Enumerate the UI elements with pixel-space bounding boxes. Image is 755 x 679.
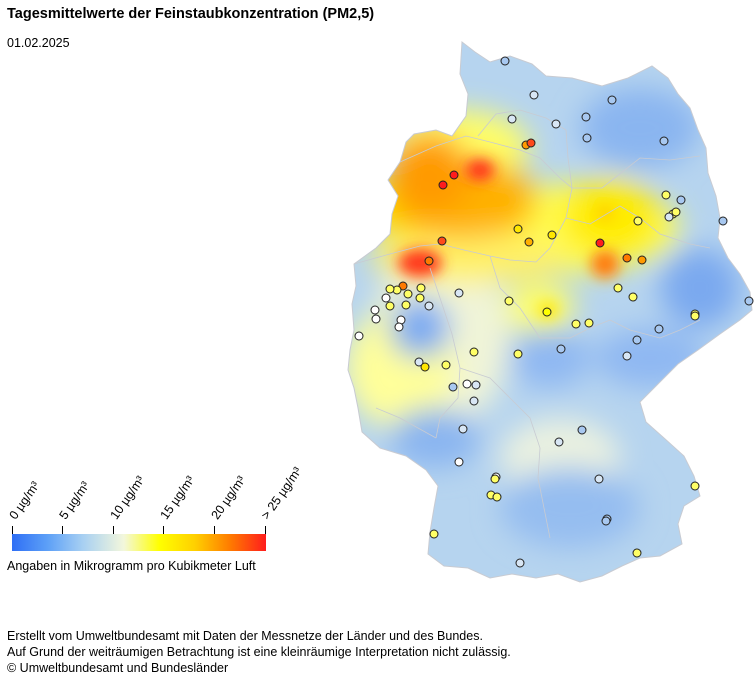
station-marker[interactable]	[632, 548, 642, 558]
station-marker[interactable]	[628, 292, 638, 302]
station-marker[interactable]	[438, 180, 448, 190]
germany-pm25-map	[347, 41, 754, 583]
station-marker[interactable]	[542, 307, 552, 317]
station-marker[interactable]	[370, 305, 380, 315]
station-marker[interactable]	[507, 114, 517, 124]
station-marker[interactable]	[429, 529, 439, 539]
station-marker[interactable]	[448, 382, 458, 392]
station-marker[interactable]	[584, 318, 594, 328]
measurement-stations	[354, 56, 754, 568]
station-marker[interactable]	[664, 212, 674, 222]
station-marker[interactable]	[403, 289, 413, 299]
station-marker[interactable]	[441, 360, 451, 370]
station-marker[interactable]	[469, 396, 479, 406]
station-marker[interactable]	[437, 236, 447, 246]
station-marker[interactable]	[571, 319, 581, 329]
station-marker[interactable]	[659, 136, 669, 146]
legend-tick-mark	[62, 526, 63, 535]
legend-tick-label: 5 µg/m³	[56, 479, 93, 522]
station-marker[interactable]	[513, 224, 523, 234]
legend-tick-mark	[163, 526, 164, 535]
station-marker[interactable]	[582, 133, 592, 143]
legend-tick-label: 0 µg/m³	[6, 479, 43, 522]
station-marker[interactable]	[424, 301, 434, 311]
station-marker[interactable]	[416, 283, 426, 293]
station-marker[interactable]	[690, 311, 700, 321]
station-marker[interactable]	[690, 481, 700, 491]
station-marker[interactable]	[524, 237, 534, 247]
station-marker[interactable]	[424, 256, 434, 266]
station-marker[interactable]	[551, 119, 561, 129]
station-marker[interactable]	[385, 284, 395, 294]
concentration-field	[348, 42, 752, 582]
country-outline	[347, 41, 753, 583]
station-marker[interactable]	[547, 230, 557, 240]
station-marker[interactable]	[414, 357, 424, 367]
legend-unit-note: Angaben in Mikrogramm pro Kubikmeter Luf…	[7, 559, 256, 573]
station-marker[interactable]	[526, 138, 536, 148]
legend-tick-label: 15 µg/m³	[157, 473, 198, 522]
footer-disclaimer: Auf Grund der weiträumigen Betrachtung i…	[7, 645, 511, 659]
station-marker[interactable]	[595, 238, 605, 248]
legend-tick-mark	[265, 526, 266, 535]
station-marker[interactable]	[371, 314, 381, 324]
station-marker[interactable]	[515, 558, 525, 568]
station-marker[interactable]	[577, 425, 587, 435]
station-marker[interactable]	[458, 424, 468, 434]
station-marker[interactable]	[637, 255, 647, 265]
legend-tick-label: 20 µg/m³	[208, 473, 249, 522]
station-marker[interactable]	[401, 300, 411, 310]
station-marker[interactable]	[671, 207, 681, 217]
map-title: Tagesmittelwerte der Feinstaubkonzentrat…	[7, 6, 375, 22]
station-marker[interactable]	[581, 112, 591, 122]
station-marker[interactable]	[613, 283, 623, 293]
station-marker[interactable]	[676, 195, 686, 205]
station-marker[interactable]	[654, 324, 664, 334]
station-marker[interactable]	[529, 90, 539, 100]
station-marker[interactable]	[381, 293, 391, 303]
station-marker[interactable]	[500, 56, 510, 66]
legend-tick-label: 10 µg/m³	[107, 473, 148, 522]
station-marker[interactable]	[462, 379, 472, 389]
footer-credit: Erstellt vom Umweltbundesamt mit Daten d…	[7, 629, 483, 643]
station-marker[interactable]	[469, 347, 479, 357]
station-marker[interactable]	[744, 296, 754, 306]
station-marker[interactable]	[607, 95, 617, 105]
footer-copyright: © Umweltbundesamt und Bundesländer	[7, 661, 229, 675]
station-marker[interactable]	[394, 322, 404, 332]
station-marker[interactable]	[622, 253, 632, 263]
legend-tick-mark	[113, 526, 114, 535]
station-marker[interactable]	[454, 288, 464, 298]
station-marker[interactable]	[661, 190, 671, 200]
station-marker[interactable]	[449, 170, 459, 180]
legend-tick-label: > 25 µg/m³	[258, 464, 305, 522]
station-marker[interactable]	[504, 296, 514, 306]
map-date: 01.02.2025	[7, 36, 70, 50]
station-marker[interactable]	[594, 474, 604, 484]
station-marker[interactable]	[420, 362, 430, 372]
station-marker[interactable]	[554, 437, 564, 447]
legend-color-bar	[12, 534, 266, 551]
station-marker[interactable]	[354, 331, 364, 341]
color-legend: 0 µg/m³ 5 µg/m³ 10 µg/m³ 15 µg/m³ 20 µg/…	[6, 450, 305, 560]
station-marker[interactable]	[556, 344, 566, 354]
station-marker[interactable]	[601, 516, 611, 526]
station-marker[interactable]	[622, 351, 632, 361]
station-marker[interactable]	[632, 335, 642, 345]
legend-tick-mark	[12, 526, 13, 535]
station-marker[interactable]	[492, 492, 502, 502]
station-marker[interactable]	[633, 216, 643, 226]
legend-tick-mark	[214, 526, 215, 535]
station-marker[interactable]	[490, 474, 500, 484]
station-marker[interactable]	[513, 349, 523, 359]
station-marker[interactable]	[454, 457, 464, 467]
station-marker[interactable]	[471, 380, 481, 390]
station-marker[interactable]	[718, 216, 728, 226]
station-marker[interactable]	[415, 293, 425, 303]
station-marker[interactable]	[385, 301, 395, 311]
